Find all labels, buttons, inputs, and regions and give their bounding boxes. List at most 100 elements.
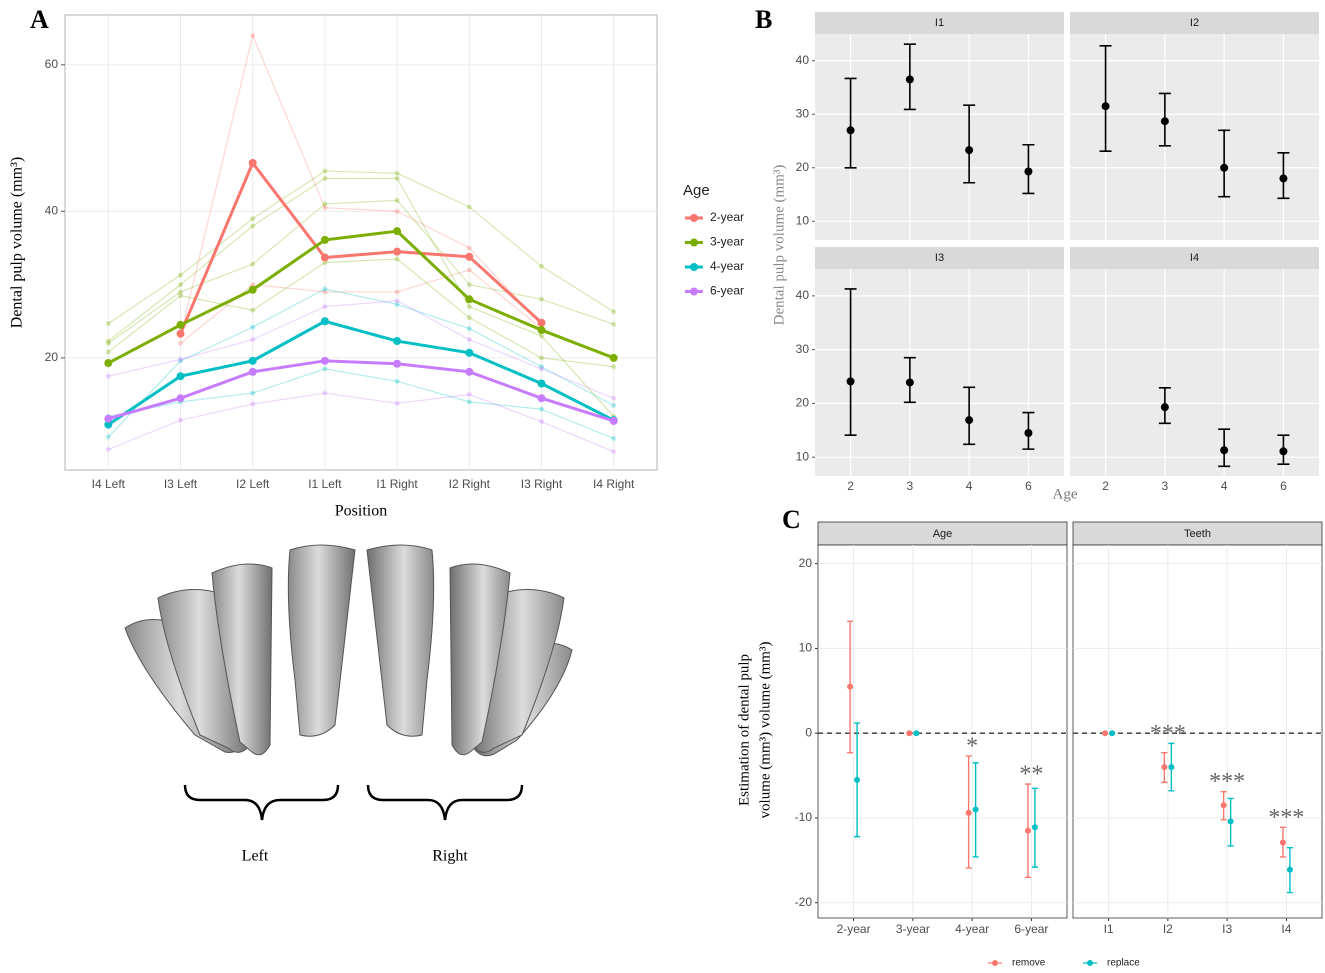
point: [854, 776, 861, 783]
point: [176, 372, 185, 381]
y-axis-title: Dental pulp volume (mm³): [771, 165, 787, 326]
x-tick-label: I4 Left: [92, 477, 126, 491]
legend-dot: [690, 214, 698, 222]
point: [320, 317, 329, 326]
x-tick-label: 4-year: [955, 922, 989, 936]
point: [466, 282, 472, 288]
point: [1024, 428, 1033, 437]
point: [466, 204, 472, 210]
point: [105, 434, 111, 440]
point: [1161, 764, 1168, 771]
point: [1024, 167, 1033, 176]
point: [248, 356, 257, 365]
point: [105, 340, 111, 346]
point: [1024, 827, 1031, 834]
facet-title: I1: [935, 17, 944, 29]
point: [1031, 824, 1038, 831]
legend-label: 3-year: [710, 235, 744, 249]
x-tick-label: I2 Right: [449, 477, 491, 491]
point: [178, 282, 184, 288]
facet-strip: [815, 12, 1064, 34]
point: [611, 435, 617, 441]
point: [250, 216, 256, 222]
error-bar: [1099, 44, 1112, 152]
point: [105, 338, 111, 344]
legend-dot: [690, 238, 698, 247]
point: [178, 293, 184, 299]
point: [905, 378, 914, 387]
x-tick-label: 2: [1102, 479, 1109, 493]
point: [250, 337, 256, 343]
plot-panel: [1070, 269, 1319, 476]
line: [108, 368, 614, 440]
line: [107, 229, 615, 365]
x-tick-label: I4: [1281, 922, 1291, 936]
point: [394, 378, 400, 384]
x-axis-title: Age: [1053, 486, 1078, 502]
legend-label: 6-year: [710, 284, 744, 298]
point: [465, 367, 474, 376]
point: [322, 201, 328, 207]
point: [906, 730, 913, 737]
point: [105, 320, 111, 326]
facet-title: I3: [935, 252, 944, 264]
x-tick-label: 4: [1221, 479, 1228, 493]
point: [611, 309, 617, 315]
point: [538, 366, 544, 372]
point: [248, 367, 257, 376]
y-tick-label: 30: [796, 106, 810, 120]
point: [322, 205, 328, 211]
point: [1227, 818, 1234, 825]
point: [322, 260, 328, 266]
point: [320, 235, 329, 244]
point: [972, 806, 979, 813]
point: [393, 359, 402, 368]
y-tick-label: -20: [795, 895, 813, 909]
point: [322, 390, 328, 396]
significance-label: *: [966, 734, 978, 760]
plot-panel: [815, 269, 1064, 476]
legend-dot: [1087, 960, 1093, 966]
point: [965, 809, 972, 816]
point: [178, 289, 184, 295]
line: [107, 177, 615, 417]
legend-label: replace: [1107, 958, 1140, 969]
point: [248, 159, 257, 168]
point: [322, 175, 328, 181]
y-axis-title: Estimation of dental pulp: [736, 654, 752, 806]
x-tick-label: 3: [1162, 479, 1169, 493]
point: [178, 340, 184, 346]
point: [394, 289, 400, 295]
point: [393, 337, 402, 346]
point: [1279, 839, 1286, 846]
line: [107, 199, 614, 344]
point: [322, 168, 328, 174]
x-tick-label: 6-year: [1014, 922, 1048, 936]
x-tick-label: I1 Right: [376, 477, 418, 491]
point: [250, 33, 256, 39]
point: [537, 394, 546, 403]
x-tick-label: 2-year: [837, 922, 871, 936]
point: [105, 349, 111, 355]
plot-panel: [817, 544, 1068, 919]
point: [465, 252, 474, 261]
point: [250, 324, 256, 330]
point: [250, 390, 256, 396]
point: [538, 333, 544, 339]
point: [320, 253, 329, 262]
x-tick-label: 3: [907, 479, 914, 493]
point: [250, 261, 256, 267]
x-tick-label: I1: [1104, 922, 1114, 936]
point: [1220, 446, 1229, 455]
point: [394, 298, 400, 304]
point: [1160, 403, 1169, 412]
point: [1101, 102, 1110, 111]
point: [538, 364, 544, 370]
panel-label: B: [755, 5, 772, 34]
point: [104, 359, 113, 368]
facet-title: I4: [1190, 252, 1199, 264]
point: [250, 307, 256, 313]
point: [178, 356, 184, 362]
point: [611, 449, 617, 455]
point: [913, 730, 920, 737]
